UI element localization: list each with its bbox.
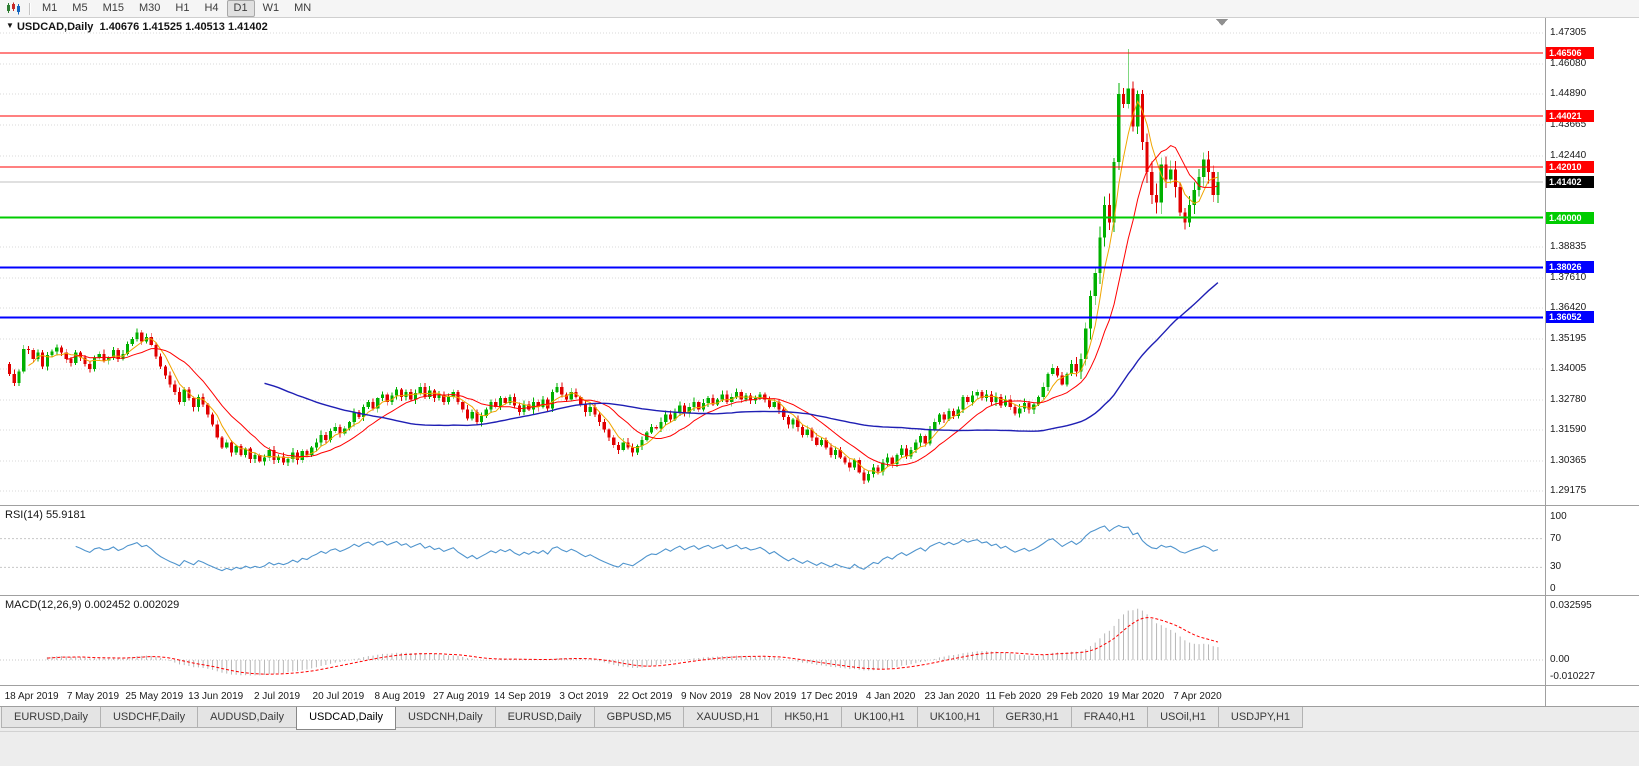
chart-tab-uk100-h1[interactable]: UK100,H1 bbox=[840, 707, 918, 728]
chart-tab-eurusd-daily[interactable]: EURUSD,Daily bbox=[1, 707, 101, 728]
chart-tab-gbpusd-m5[interactable]: GBPUSD,M5 bbox=[593, 707, 685, 728]
chart-plot[interactable] bbox=[0, 18, 1639, 706]
chart-window[interactable]: ▼ USDCAD,Daily 1.40676 1.41525 1.40513 1… bbox=[0, 18, 1639, 706]
candles bbox=[8, 48, 1220, 484]
pane-borders bbox=[0, 18, 1639, 706]
price-tick-label: 1.30365 bbox=[1550, 454, 1587, 466]
price-level-tag: 1.44021 bbox=[1546, 109, 1594, 122]
chart-tab-usdchf-daily[interactable]: USDCHF,Daily bbox=[99, 707, 199, 728]
chart-tab-ger30-h1[interactable]: GER30,H1 bbox=[992, 707, 1072, 728]
indicator-plots bbox=[0, 524, 1543, 676]
horizontal-level-lines[interactable] bbox=[0, 52, 1543, 319]
chart-tab-usdcad-daily[interactable]: USDCAD,Daily bbox=[296, 707, 397, 730]
chart-tabs-bar: EURUSD,Daily USDCHF,Daily AUDUSD,Daily USDC… bbox=[0, 706, 1639, 731]
chart-tab-fra40-h1[interactable]: FRA40,H1 bbox=[1070, 707, 1149, 728]
rsi-tick-label: 100 bbox=[1550, 511, 1567, 522]
price-tick-label: 1.44890 bbox=[1550, 88, 1587, 99]
chart-tab-audusd-daily[interactable]: AUDUSD,Daily bbox=[197, 707, 298, 728]
rsi-line bbox=[75, 524, 1219, 572]
price-tick-label: 1.32780 bbox=[1550, 393, 1587, 405]
timeframe-button-w1[interactable]: W1 bbox=[262, 2, 280, 14]
price-tick-label: 1.29175 bbox=[1550, 485, 1587, 496]
chart-tab-hk50-h1[interactable]: HK50,H1 bbox=[771, 707, 842, 728]
candlestick-chart-icon-svg bbox=[7, 2, 20, 15]
grid-lines bbox=[0, 32, 1543, 492]
price-tick-label: 1.37610 bbox=[1550, 271, 1587, 283]
macd-tick-label: 0.00 bbox=[1550, 654, 1570, 665]
price-tick-label: 1.38835 bbox=[1550, 240, 1587, 252]
chart-tab-uk100-h1[interactable]: UK100,H1 bbox=[916, 707, 994, 728]
timeframe-button-h1[interactable]: H1 bbox=[175, 2, 190, 14]
candlestick-chart-icon[interactable] bbox=[6, 2, 21, 15]
ma-5-line bbox=[28, 99, 1219, 474]
price-tick-label: 1.31590 bbox=[1550, 423, 1587, 435]
rsi-tick-label: 0 bbox=[1550, 583, 1556, 594]
price-level-tag: 1.36052 bbox=[1546, 311, 1594, 324]
price-tick-label: 1.43665 bbox=[1550, 118, 1587, 130]
chart-tab-usdcnh-daily[interactable]: USDCNH,Daily bbox=[395, 707, 496, 728]
status-bar bbox=[0, 731, 1639, 766]
chart-tab-usdjpy-h1[interactable]: USDJPY,H1 bbox=[1217, 707, 1304, 728]
macd-signal-line bbox=[47, 617, 1219, 675]
ma-13-line bbox=[66, 145, 1219, 467]
price-level-tag: 1.38026 bbox=[1546, 261, 1594, 274]
last-price-tag: 1.41402 bbox=[1546, 176, 1594, 189]
pane-splitter-main-rsi[interactable] bbox=[0, 504, 1639, 508]
timeframe-buttons-group: M1 M5 M15 M30 H1 H4 D1 W1 MN bbox=[35, 0, 318, 17]
chart-shift-marker[interactable] bbox=[1216, 19, 1228, 26]
timeframe-button-m30[interactable]: M30 bbox=[138, 2, 161, 14]
pane-splitter-macd-dates[interactable] bbox=[0, 684, 1639, 688]
timeframe-button-d1[interactable]: D1 bbox=[226, 0, 255, 17]
timeframe-button-h4[interactable]: H4 bbox=[204, 2, 219, 14]
price-axis[interactable]: 1.47305 1.46080 1.44890 1.43665 1.42440 1.388… bbox=[1546, 18, 1639, 706]
price-tick-label: 1.46080 bbox=[1550, 57, 1587, 69]
macd-tick-label: 0.032595 bbox=[1550, 599, 1592, 611]
chart-tab-usoil-h1[interactable]: USOil,H1 bbox=[1147, 707, 1219, 728]
toolbar-separator bbox=[29, 2, 30, 15]
pane-splitter-rsi-macd[interactable] bbox=[0, 594, 1639, 598]
price-level-tag: 1.42010 bbox=[1546, 160, 1594, 173]
timeframe-button-m15[interactable]: M15 bbox=[102, 2, 124, 14]
rsi-tick-label: 70 bbox=[1550, 532, 1562, 544]
timeframe-button-mn[interactable]: MN bbox=[294, 2, 312, 14]
ma-55-line bbox=[264, 282, 1219, 432]
price-level-tag: 1.40000 bbox=[1546, 211, 1594, 224]
timeframes-toolbar: M1 M5 M15 M30 H1 H4 D1 W1 MN bbox=[0, 0, 1639, 18]
rsi-tick-label: 30 bbox=[1550, 561, 1562, 573]
price-tick-label: 1.47305 bbox=[1550, 27, 1587, 38]
moving-average-lines bbox=[28, 99, 1219, 474]
chart-tab-xauusd-h1[interactable]: XAUUSD,H1 bbox=[683, 707, 773, 728]
timeframe-button-m5[interactable]: M5 bbox=[72, 2, 88, 14]
price-tick-label: 1.36420 bbox=[1550, 301, 1587, 313]
price-level-tag: 1.46506 bbox=[1546, 47, 1594, 60]
macd-tick-label: -0.010227 bbox=[1550, 670, 1596, 682]
chart-tab-eurusd-daily[interactable]: EURUSD,Daily bbox=[494, 707, 595, 728]
price-tick-label: 1.35195 bbox=[1550, 332, 1587, 344]
price-tick-label: 1.42440 bbox=[1550, 149, 1587, 161]
timeframe-button-m1[interactable]: M1 bbox=[42, 2, 58, 14]
price-tick-label: 1.34005 bbox=[1550, 362, 1587, 374]
